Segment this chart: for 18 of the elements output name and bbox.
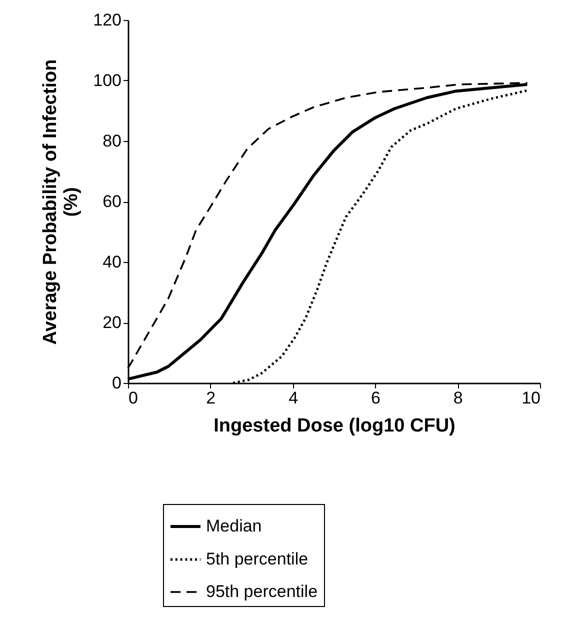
y-tick-label: 0 [112,374,122,392]
x-tick-label: 0 [128,388,138,408]
x-tick-label: 8 [453,388,463,408]
x-tick-label: 6 [370,388,380,408]
x-tick-label: 2 [206,388,216,408]
y-tick-label: 100 [93,71,122,90]
legend-label: 95th percentile [206,582,318,601]
y-tick-label: 40 [102,252,122,272]
x-tick-label: 10 [522,388,540,408]
legend-label: 5th percentile [206,550,308,568]
legend-label: Median [206,516,262,536]
x-tick-label: 4 [288,388,298,408]
y-tick-label: 20 [102,313,122,332]
y-tick-label: 80 [102,132,122,150]
x-axis-title: Ingested Dose (log10 CFU) [214,416,456,436]
y-tick-label: 120 [93,10,122,30]
y-axis-title: Average Probability of Infection (%) [40,59,82,345]
y-tick-label: 60 [102,192,122,211]
